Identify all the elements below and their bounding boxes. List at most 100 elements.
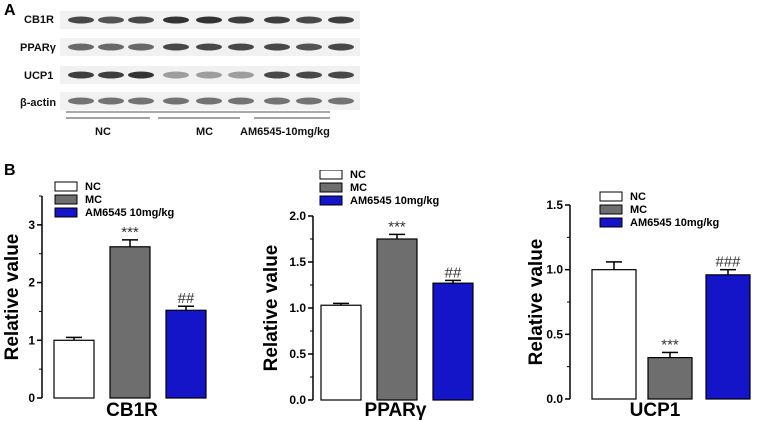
legend-label: AM6545 10mg/kg: [85, 207, 174, 219]
legend-swatch: [54, 194, 78, 205]
blot-band: [328, 43, 354, 51]
y-axis-label: Relative value: [2, 234, 23, 361]
blot-band: [196, 16, 222, 24]
panel-b-letter: B: [4, 162, 16, 179]
significance-label: ***: [388, 218, 406, 235]
blot-band: [163, 43, 189, 51]
blot-band: [68, 97, 94, 105]
legend-label: AM6545 10mg/kg: [350, 195, 439, 207]
y-tick-label: 0.0: [546, 392, 563, 406]
significance-label: ##: [178, 290, 195, 307]
significance-label: ##: [445, 264, 462, 281]
blot-band: [98, 43, 124, 51]
y-tick-label: 2: [28, 276, 35, 290]
group-label-nc: NC: [95, 126, 111, 138]
blot-band: [128, 71, 154, 79]
y-tick-label: 0.5: [289, 347, 306, 361]
group-label-am6545: AM6545-10mg/kg: [240, 126, 330, 138]
blot-band: [98, 97, 124, 105]
legend-swatch: [599, 204, 623, 215]
bar: [432, 282, 474, 401]
blot-band: [296, 71, 322, 79]
significance-label: ###: [715, 254, 741, 271]
blot-band: [196, 71, 222, 79]
legend-swatch: [319, 195, 343, 206]
legend-label: AM6545 10mg/kg: [630, 217, 719, 229]
x-axis-label: PPARγ: [365, 400, 427, 421]
y-tick-label: 0: [28, 391, 35, 405]
blot-label-ucp1: UCP1: [24, 70, 54, 82]
blot-band: [264, 16, 290, 24]
y-tick-label: 1.0: [289, 301, 306, 315]
blot-band: [296, 43, 322, 51]
legend-label: NC: [350, 170, 366, 181]
blot-band: [328, 71, 354, 79]
x-axis-label: UCP1: [630, 400, 681, 421]
x-axis-label: CB1R: [106, 400, 158, 421]
blot-band: [163, 16, 189, 24]
blot-band: [98, 71, 124, 79]
legend-label: MC: [630, 204, 647, 216]
chart-ppar: 0.0 0.5 1.0 1.5 2.0 Relative value *** ## PPARγ N…: [261, 170, 474, 421]
blot-label-cb1r: CB1R: [24, 14, 54, 26]
bar: [320, 304, 362, 401]
y-tick-label: 1: [28, 333, 35, 347]
y-axis-label: Relative value: [526, 239, 547, 366]
group-label-mc: MC: [196, 126, 214, 138]
significance-label: ***: [661, 336, 679, 353]
legend-swatch: [599, 217, 623, 228]
panel-a-letter: A: [4, 2, 16, 19]
blot-band: [196, 97, 222, 105]
blot-band: [196, 43, 222, 51]
legend-label: NC: [85, 181, 101, 193]
bar: [705, 274, 751, 400]
legend-swatch: [319, 182, 343, 193]
blot-band: [98, 16, 124, 24]
bar: [647, 357, 693, 400]
y-tick-label: 1.0: [546, 263, 563, 277]
blot-band: [68, 71, 94, 79]
blot-band: [264, 43, 290, 51]
y-axis-label: Relative value: [261, 245, 282, 372]
legend-label: MC: [350, 182, 367, 194]
blot-band: [128, 43, 154, 51]
blot-band: [163, 71, 189, 79]
y-tick-label: 0.5: [546, 327, 563, 341]
legend-swatch: [54, 207, 78, 218]
bar: [109, 246, 151, 399]
blot-label-ppar: PPARγ: [20, 42, 56, 54]
significance-label: ***: [121, 224, 139, 241]
blot-band: [128, 97, 154, 105]
legend-swatch: [599, 191, 623, 202]
blot-band: [328, 16, 354, 24]
blot-band: [328, 97, 354, 105]
bar: [591, 269, 637, 400]
chart-ucp1: 0.0 0.5 1.0 1.5 Relative value *** ### UCP1 NCMC…: [526, 191, 751, 421]
bar: [165, 309, 207, 399]
western-blot: [60, 11, 360, 119]
blot-band: [228, 43, 254, 51]
blot-band: [296, 16, 322, 24]
blot-band: [68, 43, 94, 51]
blot-band: [296, 97, 322, 105]
y-tick-label: 1.5: [289, 255, 306, 269]
blot-band: [228, 71, 254, 79]
y-tick-label: 3: [28, 218, 35, 232]
legend-label: MC: [85, 194, 102, 206]
legend-swatch: [54, 181, 78, 192]
blot-band: [228, 16, 254, 24]
blot-band: [264, 97, 290, 105]
blot-band: [264, 71, 290, 79]
blot-band: [68, 16, 94, 24]
y-tick-label: 2.0: [289, 209, 306, 223]
blot-band: [228, 97, 254, 105]
legend-label: NC: [630, 191, 646, 203]
bar: [376, 238, 418, 401]
blot-label-beta-actin: β-actin: [20, 97, 57, 109]
y-tick-label: 0.0: [289, 393, 306, 407]
bar: [53, 339, 95, 399]
legend-swatch: [319, 170, 343, 180]
blot-band: [163, 97, 189, 105]
y-tick-label: 1.5: [546, 198, 563, 212]
